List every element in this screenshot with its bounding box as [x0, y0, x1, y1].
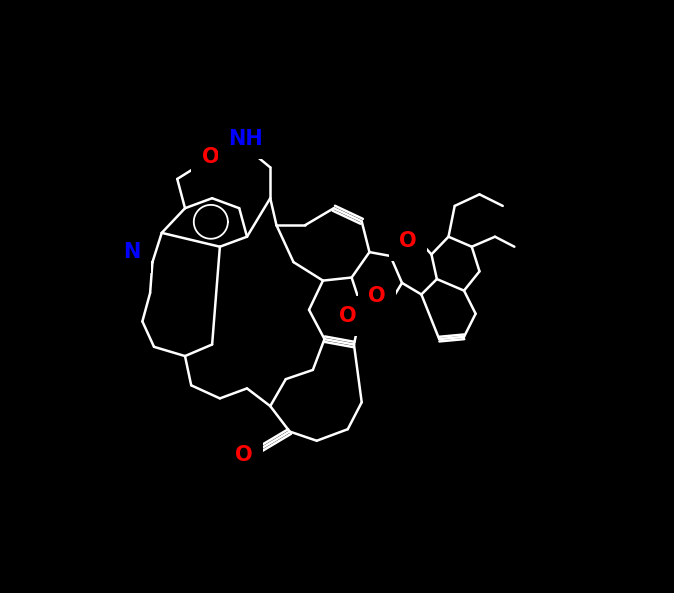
Text: O: O: [339, 306, 357, 326]
Text: O: O: [400, 231, 417, 251]
Text: NH: NH: [228, 129, 263, 149]
Text: O: O: [369, 286, 386, 306]
Text: O: O: [202, 148, 220, 167]
Text: N: N: [123, 242, 141, 262]
Text: O: O: [235, 445, 253, 465]
